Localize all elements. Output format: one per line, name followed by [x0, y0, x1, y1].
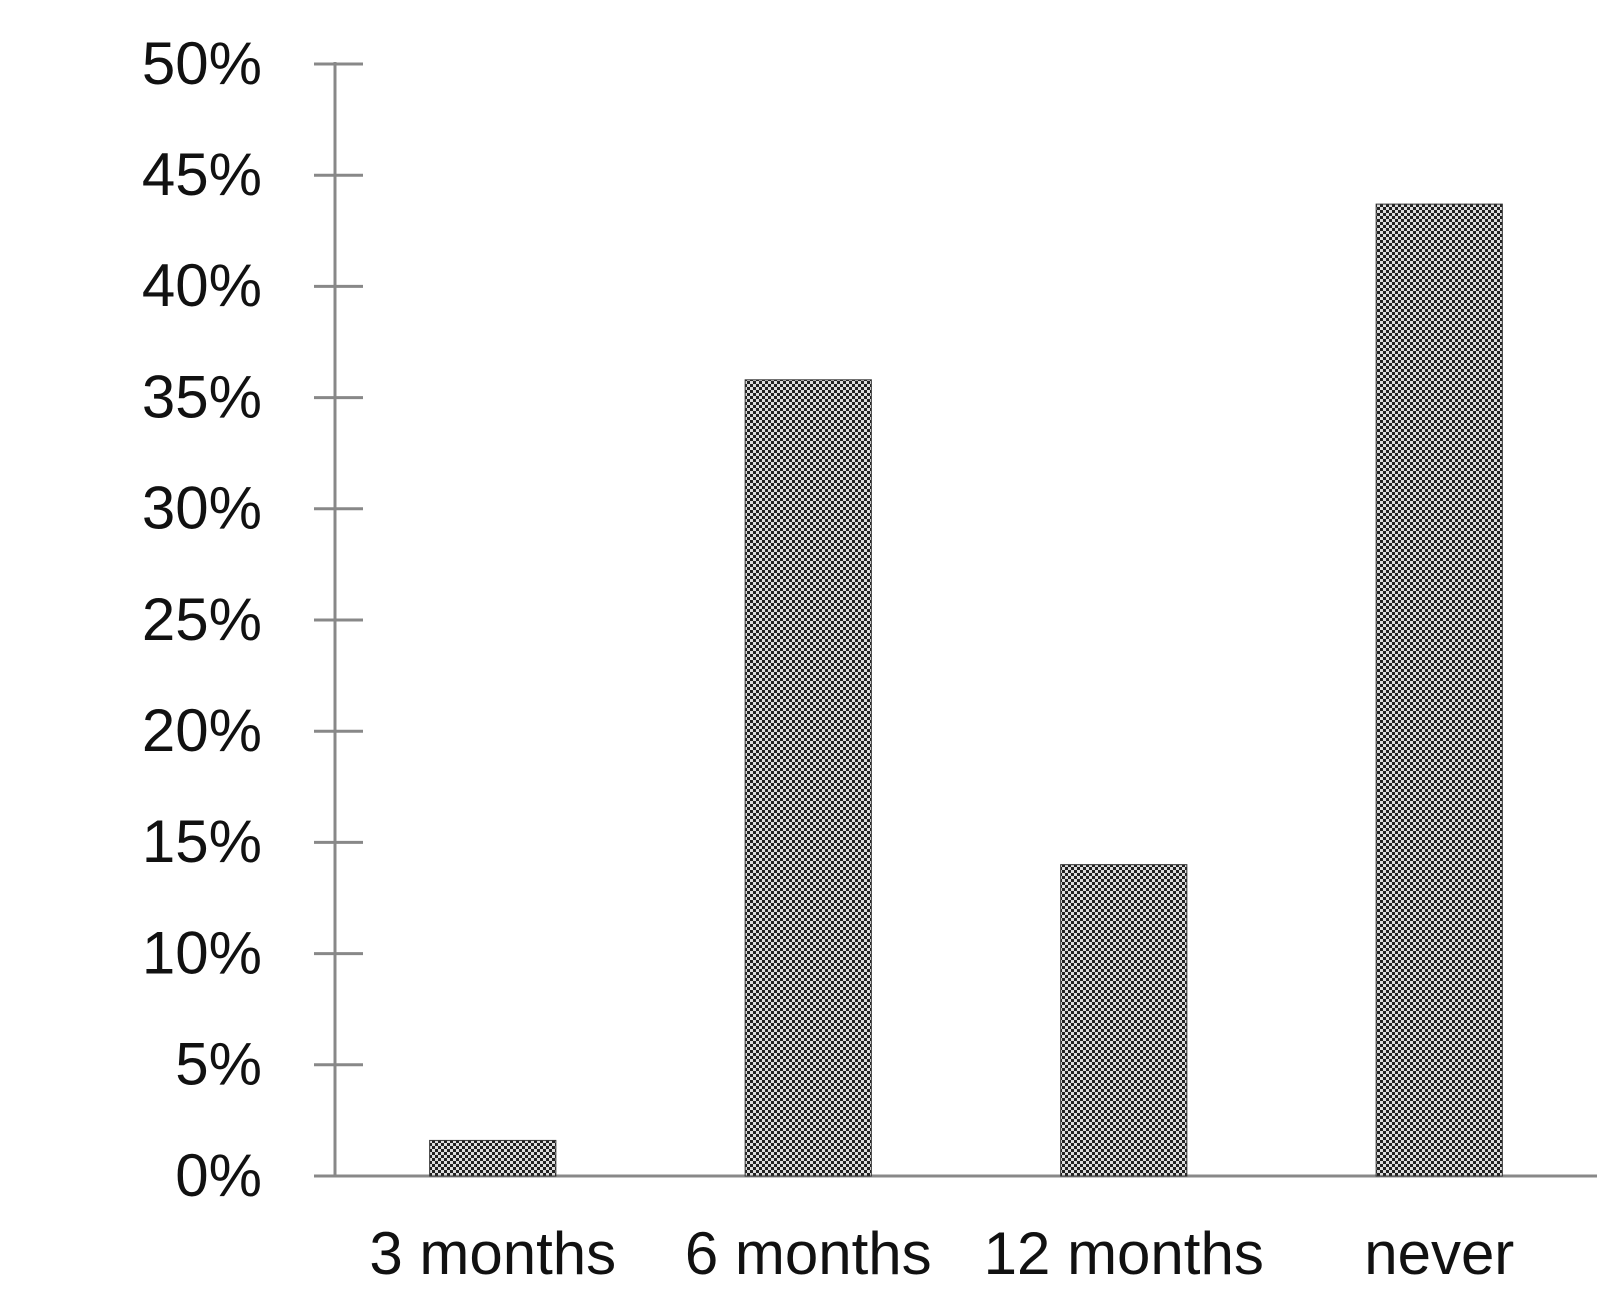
y-tick-label: 15% — [142, 808, 262, 875]
bar — [1060, 864, 1188, 1177]
x-tick-label: 6 months — [685, 1220, 932, 1287]
bar — [1375, 203, 1503, 1177]
x-tick-label: 12 months — [984, 1220, 1264, 1287]
y-tick-label: 0% — [175, 1142, 262, 1209]
y-tick-label: 20% — [142, 697, 262, 764]
bar — [744, 379, 872, 1177]
y-tick-label: 30% — [142, 475, 262, 542]
y-tick-label: 10% — [142, 919, 262, 986]
x-tick-label: never — [1364, 1220, 1514, 1287]
y-tick-label: 45% — [142, 141, 262, 208]
y-tick-label: 40% — [142, 252, 262, 319]
y-tick-label: 50% — [142, 30, 262, 97]
x-tick-label: 3 months — [369, 1220, 616, 1287]
y-tick-label: 25% — [142, 586, 262, 653]
y-tick-label: 5% — [175, 1031, 262, 1098]
bar — [429, 1139, 557, 1177]
y-tick-label: 35% — [142, 363, 262, 430]
